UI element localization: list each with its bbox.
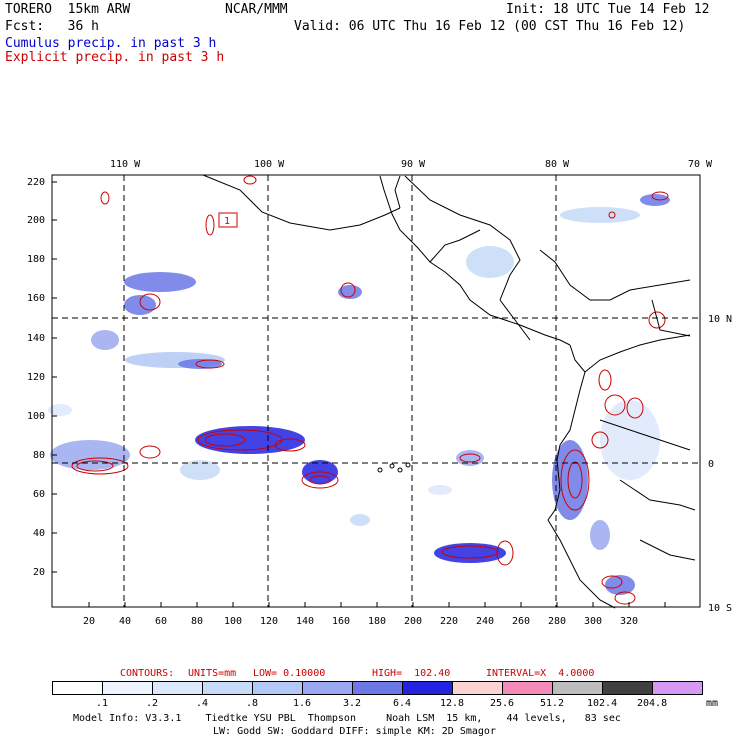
tick-label: 40 <box>119 616 132 627</box>
explicit-legend-line: Explicit precip. in past 3 h <box>5 50 225 65</box>
contour-interval: INTERVAL=X 4.0000 <box>486 668 595 679</box>
tick-label: 320 <box>620 616 639 627</box>
legend-threshold-label: 25.6 <box>490 698 515 709</box>
cumulus-legend-line: Cumulus precip. in past 3 h <box>5 36 217 51</box>
tick-label: 140 <box>296 616 315 627</box>
model-info: Model Info: V3.3.1 Tiedtke YSU PBL Thomp… <box>73 713 621 724</box>
tick-label: 120 <box>260 616 279 627</box>
legend-threshold-label: 204.8 <box>637 698 668 709</box>
legend-swatch <box>602 681 653 695</box>
legend-swatch <box>302 681 353 695</box>
tick-label: 180 <box>27 254 46 265</box>
tick-label: 100 <box>27 411 46 422</box>
cumulus-precip-field <box>48 194 670 595</box>
tick-label: 240 <box>476 616 495 627</box>
tick-label: 40 <box>33 528 46 539</box>
contour-units: UNITS=mm <box>188 668 237 679</box>
map-frame <box>51 174 701 608</box>
tick-label: 300 <box>584 616 603 627</box>
tick-label: 80 <box>33 450 46 461</box>
legend-swatch <box>252 681 303 695</box>
left-ticks <box>52 181 57 573</box>
legend-unit: mm <box>706 698 719 709</box>
model-title: TORERO 15km ARW <box>5 2 131 17</box>
lon-label: 110 W <box>110 159 141 170</box>
legend-threshold-label: .4 <box>196 698 209 709</box>
legend-swatch <box>502 681 553 695</box>
legend-swatch <box>402 681 453 695</box>
lat-label: 10 S <box>708 603 733 614</box>
legend-swatch <box>152 681 203 695</box>
legend-threshold-label: 3.2 <box>343 698 362 709</box>
bottom-ticks <box>88 602 666 607</box>
contour-high: HIGH= 102.40 <box>372 668 451 679</box>
legend-threshold-label: .1 <box>96 698 109 709</box>
lon-label: 70 W <box>688 159 713 170</box>
tick-label: 180 <box>368 616 387 627</box>
legend-threshold-label: 102.4 <box>587 698 618 709</box>
tick-label: 160 <box>27 293 46 304</box>
tick-label: 280 <box>548 616 567 627</box>
legend-swatch <box>202 681 253 695</box>
valid-time: Valid: 06 UTC Thu 16 Feb 12 (00 CST Thu … <box>294 19 686 34</box>
legend-swatch <box>52 681 103 695</box>
lat-label: 0 <box>708 459 715 470</box>
lon-label: 100 W <box>254 159 285 170</box>
contour-label-box: 1 <box>218 212 238 228</box>
legend-swatch <box>652 681 703 695</box>
tick-label: 260 <box>512 616 531 627</box>
svg-text:1: 1 <box>224 216 230 227</box>
model-physics: LW: Godd SW: Goddard DIFF: simple KM: 2D… <box>213 726 496 737</box>
tick-label: 120 <box>27 372 46 383</box>
legend-threshold-label: 12.8 <box>440 698 465 709</box>
tick-label: 220 <box>440 616 459 627</box>
tick-label: 60 <box>33 489 46 500</box>
org-label: NCAR/MMM <box>225 2 288 17</box>
contour-low: LOW= 0.10000 <box>253 668 326 679</box>
lat-label: 10 N <box>708 314 733 325</box>
coastlines <box>202 174 696 609</box>
legend-swatch <box>102 681 153 695</box>
tick-label: 100 <box>224 616 243 627</box>
tick-label: 80 <box>191 616 204 627</box>
legend-threshold-label: .2 <box>146 698 159 709</box>
lon-label: 80 W <box>545 159 570 170</box>
legend-threshold-label: .8 <box>246 698 259 709</box>
legend-swatch <box>552 681 603 695</box>
tick-label: 220 <box>27 177 46 188</box>
tick-label: 160 <box>332 616 351 627</box>
legend-threshold-label: 1.6 <box>293 698 312 709</box>
tick-label: 140 <box>27 333 46 344</box>
lon-label: 90 W <box>401 159 426 170</box>
explicit-precip-contours <box>71 175 669 605</box>
legend-threshold-label: 6.4 <box>393 698 412 709</box>
lat-lon-grid <box>52 175 700 607</box>
tick-label: 20 <box>33 567 46 578</box>
tick-label: 200 <box>404 616 423 627</box>
forecast-hour: Fcst: 36 h <box>5 19 99 34</box>
contour-title: CONTOURS: <box>120 668 175 679</box>
legend-threshold-label: 51.2 <box>540 698 565 709</box>
legend-swatch <box>352 681 403 695</box>
legend-swatch <box>452 681 503 695</box>
init-time: Init: 18 UTC Tue 14 Feb 12 <box>506 2 710 17</box>
tick-label: 20 <box>83 616 96 627</box>
tick-label: 200 <box>27 215 46 226</box>
tick-label: 60 <box>155 616 168 627</box>
